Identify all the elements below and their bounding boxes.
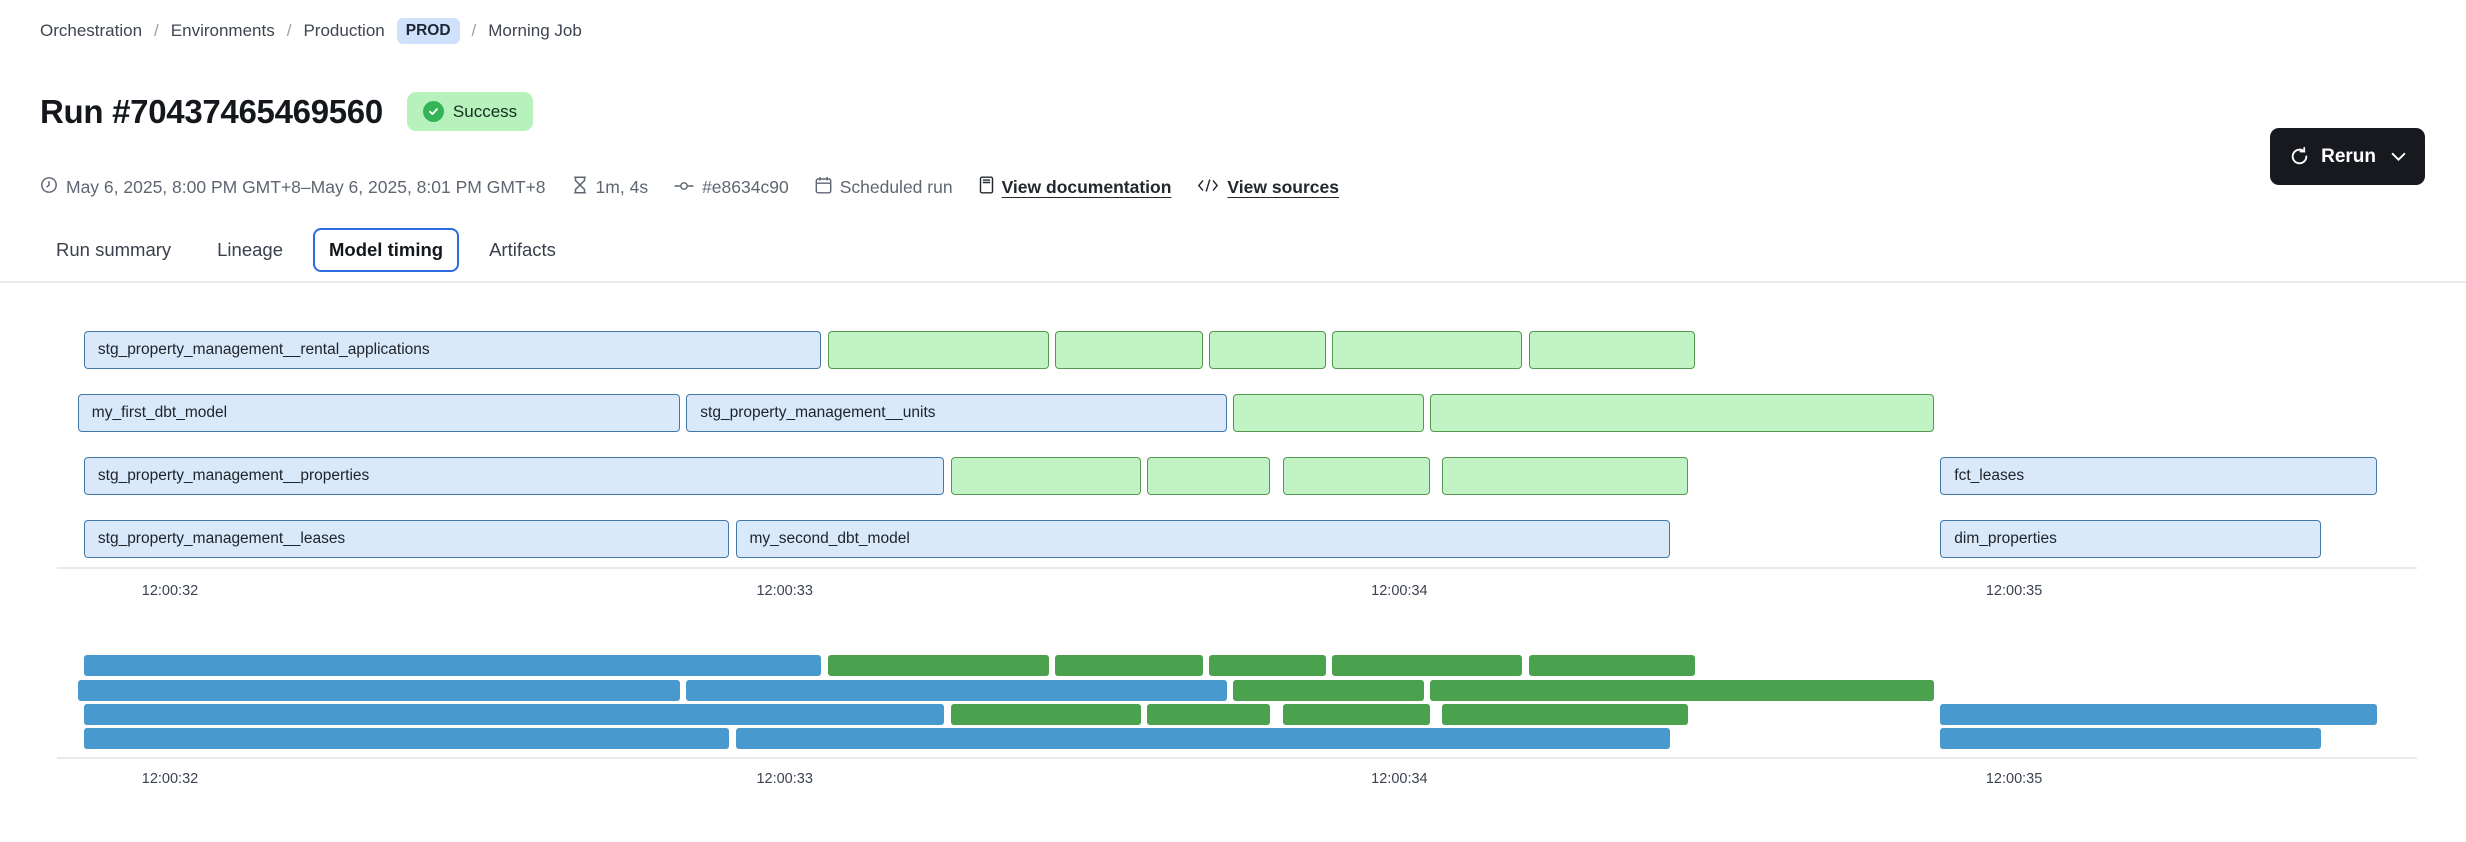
tab-artifacts[interactable]: Artifacts bbox=[489, 239, 556, 260]
check-icon bbox=[422, 101, 444, 122]
gantt-bar-stg_property_management__leases[interactable]: stg_property_management__leases bbox=[83, 520, 730, 558]
overview-bar-stg_property_management__properties bbox=[83, 704, 945, 725]
page-title: Run #70437465469560 bbox=[40, 92, 383, 130]
overview-bar-segment bbox=[1442, 704, 1689, 725]
run-tabs: Run summary Lineage Model timing Artifac… bbox=[40, 228, 572, 272]
overview-bar-stg_property_management__leases bbox=[83, 728, 730, 749]
breadcrumb: Orchestration / Environments / Productio… bbox=[40, 18, 582, 44]
gantt-bar-segment[interactable] bbox=[827, 331, 1049, 369]
breadcrumb-environments[interactable]: Environments bbox=[170, 21, 275, 40]
axis-tick-label: 12:00:33 bbox=[756, 583, 813, 599]
run-meta: May 6, 2025, 8:00 PM GMT+8–May 6, 2025, … bbox=[40, 176, 1339, 199]
tab-model-timing[interactable]: Model timing bbox=[312, 228, 460, 272]
tab-lineage[interactable]: Lineage bbox=[217, 239, 283, 260]
refresh-icon bbox=[2289, 146, 2310, 167]
overview-bar-stg_property_management__rental_applications bbox=[83, 655, 822, 676]
rerun-button[interactable]: Rerun bbox=[2270, 128, 2425, 185]
gantt-bar-segment[interactable] bbox=[1208, 331, 1326, 369]
axis-tick-label: 12:00:34 bbox=[1371, 771, 1428, 787]
axis-tick-label: 12:00:34 bbox=[1371, 583, 1428, 599]
gantt-bar-stg_property_management__units[interactable]: stg_property_management__units bbox=[686, 394, 1228, 432]
gantt-bar-segment[interactable] bbox=[1055, 331, 1203, 369]
view-documentation-link[interactable]: View documentation bbox=[979, 176, 1171, 199]
run-trigger: Scheduled run bbox=[815, 176, 953, 199]
breadcrumb-separator: / bbox=[286, 21, 292, 40]
tabs-divider bbox=[0, 281, 2466, 283]
overview-bar-stg_property_management__units bbox=[686, 680, 1228, 701]
breadcrumb-separator: / bbox=[471, 21, 477, 40]
gantt-bar-fct_leases[interactable]: fct_leases bbox=[1940, 457, 2377, 495]
overview-bar-segment bbox=[1233, 680, 1424, 701]
clock-icon bbox=[40, 176, 58, 199]
gantt-bar-my_first_dbt_model[interactable]: my_first_dbt_model bbox=[77, 394, 681, 432]
breadcrumb-production[interactable]: Production bbox=[303, 21, 385, 40]
overview-bar-segment bbox=[950, 704, 1142, 725]
overview-bar-my_second_dbt_model bbox=[735, 728, 1670, 749]
gantt-bar-segment[interactable] bbox=[950, 457, 1142, 495]
gantt-bar-my_second_dbt_model[interactable]: my_second_dbt_model bbox=[735, 520, 1670, 558]
axis-tick-label: 12:00:35 bbox=[1985, 771, 2043, 787]
rerun-label: Rerun bbox=[2321, 145, 2376, 167]
axis-tick-label: 12:00:33 bbox=[756, 771, 813, 787]
overview-bar-segment bbox=[1331, 655, 1523, 676]
status-label: Success bbox=[452, 101, 518, 121]
documentation-icon bbox=[979, 176, 994, 199]
gantt-bar-segment[interactable] bbox=[1528, 331, 1695, 369]
overview-bar-my_first_dbt_model bbox=[77, 680, 681, 701]
gantt-bar-segment[interactable] bbox=[1282, 457, 1431, 495]
run-duration: 1m, 4s bbox=[572, 176, 648, 199]
gantt-bar-segment[interactable] bbox=[1331, 331, 1523, 369]
overview-bar-segment bbox=[1055, 655, 1203, 676]
breadcrumb-morning-job[interactable]: Morning Job bbox=[488, 21, 582, 40]
overview-bar-dim_properties bbox=[1940, 728, 2322, 749]
gantt-bar-stg_property_management__properties[interactable]: stg_property_management__properties bbox=[83, 457, 945, 495]
run-time-range: May 6, 2025, 8:00 PM GMT+8–May 6, 2025, … bbox=[40, 176, 546, 199]
gantt-bar-segment[interactable] bbox=[1430, 394, 1935, 432]
breadcrumb-orchestration[interactable]: Orchestration bbox=[40, 21, 143, 40]
tab-run-summary[interactable]: Run summary bbox=[56, 239, 172, 260]
overview-axis-line bbox=[57, 757, 2417, 759]
gantt-bar-segment[interactable] bbox=[1233, 394, 1424, 432]
hourglass-icon bbox=[572, 176, 588, 199]
overview-bar-segment bbox=[1208, 655, 1326, 676]
breadcrumb-separator: / bbox=[154, 21, 159, 40]
gantt-bar-segment[interactable] bbox=[1147, 457, 1271, 495]
gantt-bar-stg_property_management__rental_applications[interactable]: stg_property_management__rental_applicat… bbox=[83, 331, 822, 369]
overview-bar-segment bbox=[1528, 655, 1695, 676]
axis-tick-label: 12:00:35 bbox=[1985, 583, 2043, 599]
detail-axis-line bbox=[57, 567, 2417, 569]
axis-tick-label: 12:00:32 bbox=[141, 771, 199, 787]
status-badge: Success bbox=[406, 92, 534, 131]
view-sources-link[interactable]: View sources bbox=[1197, 177, 1339, 198]
overview-bar-segment bbox=[1282, 704, 1431, 725]
code-icon bbox=[1197, 177, 1219, 198]
commit-icon bbox=[674, 177, 694, 198]
calendar-icon bbox=[815, 176, 832, 199]
chevron-down-icon[interactable] bbox=[2391, 152, 2406, 162]
gantt-bar-segment[interactable] bbox=[1442, 457, 1689, 495]
overview-bar-segment bbox=[827, 655, 1049, 676]
overview-bar-fct_leases bbox=[1940, 704, 2377, 725]
overview-bar-segment bbox=[1147, 704, 1271, 725]
gantt-bar-dim_properties[interactable]: dim_properties bbox=[1940, 520, 2322, 558]
environment-badge: PROD bbox=[396, 18, 460, 44]
overview-bar-segment bbox=[1430, 680, 1935, 701]
axis-tick-label: 12:00:32 bbox=[141, 583, 199, 599]
commit-hash: #e8634c90 bbox=[674, 177, 789, 198]
